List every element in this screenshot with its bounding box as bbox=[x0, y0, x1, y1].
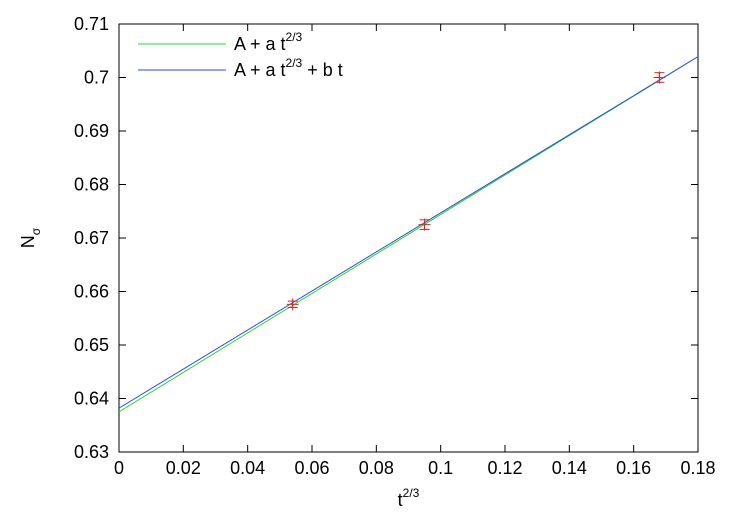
y-tick-label: 0.63 bbox=[74, 442, 109, 462]
y-axis-label: Nσ bbox=[18, 227, 43, 248]
x-tick-label: 0.02 bbox=[166, 458, 201, 478]
x-axis-ticks: 0 0.02 0.04 0.06 0.08 0.1 0.12 0.14 0.16 0.18 bbox=[114, 24, 716, 478]
x-tick-label: 0.08 bbox=[359, 458, 394, 478]
x-tick-label: 0.18 bbox=[680, 458, 715, 478]
x-tick-label: 0.16 bbox=[616, 458, 651, 478]
y-tick-label: 0.67 bbox=[74, 228, 109, 248]
y-tick-label: 0.69 bbox=[74, 121, 109, 141]
data-point bbox=[286, 298, 299, 311]
y-tick-label: 0.7 bbox=[84, 68, 109, 88]
x-axis-label: t2/3 bbox=[398, 486, 420, 510]
legend-label-series-1: A + a t2/3 bbox=[234, 30, 303, 54]
data-points bbox=[286, 71, 666, 311]
y-tick-label: 0.64 bbox=[74, 389, 109, 409]
data-point bbox=[418, 218, 431, 231]
legend: A + a t2/3 A + a t2/3 + b t bbox=[138, 30, 343, 80]
x-tick-label: 0.14 bbox=[552, 458, 587, 478]
x-tick-label: 0.1 bbox=[428, 458, 453, 478]
legend-label-series-2: A + a t2/3 + b t bbox=[234, 56, 343, 80]
plot-area-frame bbox=[118, 23, 699, 453]
y-tick-label: 0.66 bbox=[74, 282, 109, 302]
x-tick-label: 0.12 bbox=[487, 458, 522, 478]
y-tick-label: 0.68 bbox=[74, 175, 109, 195]
fit-line-series-1 bbox=[118, 56, 699, 413]
data-point bbox=[653, 71, 666, 84]
fit-line-series-2 bbox=[118, 56, 699, 409]
y-axis-ticks: 0.63 0.64 0.65 0.66 0.67 0.68 0.69 0.7 0.71 bbox=[74, 14, 698, 462]
series-lines bbox=[118, 56, 699, 413]
y-tick-label: 0.71 bbox=[74, 14, 109, 34]
x-tick-label: 0 bbox=[114, 458, 124, 478]
x-tick-label: 0.06 bbox=[294, 458, 329, 478]
y-tick-label: 0.65 bbox=[74, 335, 109, 355]
x-tick-label: 0.04 bbox=[230, 458, 265, 478]
